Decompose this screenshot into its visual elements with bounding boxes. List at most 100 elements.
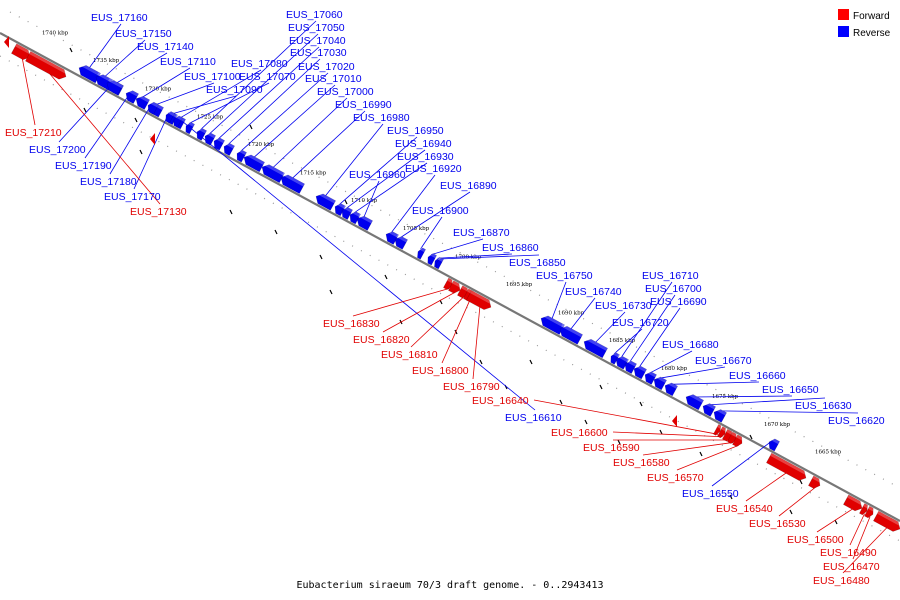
gene-leader-line <box>441 299 471 364</box>
gene-label: EUS_16500 <box>787 534 844 546</box>
gene-highlight <box>149 100 159 108</box>
tick-dash <box>229 209 233 215</box>
gene-highlight <box>127 88 139 97</box>
gene-label: EUS_16740 <box>565 286 622 298</box>
gene-feature <box>717 426 728 439</box>
gene-arrow <box>280 174 305 194</box>
gene-feature <box>808 475 823 489</box>
gene-feature <box>644 369 657 385</box>
gene-feature <box>185 121 195 135</box>
tick-dash <box>617 439 621 445</box>
gene-feature <box>540 313 565 335</box>
gene-label: EUS_17000 <box>317 86 374 98</box>
gene-leader-line <box>669 381 760 385</box>
gene-feature <box>341 205 353 220</box>
gene-arrow <box>717 426 726 439</box>
gene-leader-line <box>240 72 329 152</box>
gene-highlight <box>263 162 285 176</box>
gene-label: EUS_16830 <box>323 318 380 330</box>
gene-label: EUS_16870 <box>453 227 510 239</box>
gene-leader-line <box>133 112 170 190</box>
gene-leader-line <box>382 291 456 333</box>
gene-leader-line <box>324 123 384 198</box>
gene-arrow <box>417 247 426 260</box>
gene-feature <box>633 363 647 380</box>
gene-label: EUS_16620 <box>828 415 885 427</box>
gene-arrow <box>685 394 704 411</box>
gene-highlight <box>225 141 235 149</box>
gene-highlight <box>635 363 647 372</box>
gene-leader-line <box>676 445 739 471</box>
gene-label: EUS_16940 <box>395 138 452 150</box>
forward-strand-guide <box>0 55 900 542</box>
gene-feature <box>583 336 608 359</box>
gene-leader-line <box>638 307 681 368</box>
gene-arrow <box>664 382 678 397</box>
gene-arrow <box>653 376 667 391</box>
gene-highlight <box>704 401 716 410</box>
gene-feature <box>196 126 207 141</box>
gene-arrow <box>394 236 408 250</box>
gene-leader-line <box>109 103 153 175</box>
gene-leader-line <box>569 297 596 331</box>
gene-feature <box>106 78 123 96</box>
gene-arrow <box>334 203 346 217</box>
gene-label: EUS_17190 <box>55 160 112 172</box>
gene-highlight <box>770 437 780 445</box>
gene-feature <box>356 213 373 231</box>
gene-arrow <box>727 431 737 444</box>
gene-arrow <box>713 424 722 436</box>
gene-leader-line <box>399 191 471 239</box>
gene-arrow <box>106 80 123 96</box>
gene-feature <box>11 43 33 60</box>
gene-feature <box>173 114 183 128</box>
gene-feature <box>261 162 285 184</box>
tick-dash <box>729 494 733 500</box>
gene-leader-line <box>141 67 191 99</box>
gene-arrow <box>315 193 336 211</box>
gene-leader-line <box>352 288 450 317</box>
gene-arrow <box>583 338 608 359</box>
gene-arrow <box>341 207 353 220</box>
gene-leader-line <box>271 97 348 169</box>
gene-arrow <box>540 315 565 335</box>
gene-leader-line <box>816 507 855 533</box>
gene-arrow <box>385 231 399 245</box>
gene-leader-line <box>649 350 693 374</box>
tick-dash <box>529 359 533 365</box>
gene-highlight <box>863 503 870 509</box>
gene-highlight <box>770 453 809 476</box>
gene-leader-line <box>658 366 726 379</box>
kbp-tick-label: 1720 kbp <box>248 142 275 148</box>
gene-label: EUS_17210 <box>5 127 62 139</box>
gene-leader-line <box>154 82 215 106</box>
gene-label: EUS_16750 <box>536 270 593 282</box>
gene-arrow <box>559 325 583 345</box>
gene-label: EUS_16790 <box>443 381 500 393</box>
gene-arrow <box>185 122 195 135</box>
gene-highlight <box>847 494 865 507</box>
gene-feature <box>280 172 305 194</box>
kbp-tick-label: 1670 kbp <box>764 422 791 428</box>
gene-highlight <box>396 234 408 243</box>
genome-axis <box>0 32 900 522</box>
legend-reverse-label: Reverse <box>853 28 891 39</box>
tick-dash <box>699 451 703 457</box>
gene-leader-line <box>345 149 426 209</box>
gene-leader-line <box>472 305 481 380</box>
gene-leader-line <box>217 46 320 140</box>
gene-leader-line <box>849 513 865 546</box>
gene-feature <box>25 51 69 80</box>
gene-arrow <box>11 43 31 60</box>
gene-highlight <box>585 336 608 351</box>
gene-highlight <box>206 131 216 139</box>
gene-feature <box>843 494 865 512</box>
gene-label: EUS_17150 <box>115 28 172 40</box>
gene-label: EUS_16850 <box>509 257 566 269</box>
gene-highlight <box>387 229 399 238</box>
gene-arrow <box>808 475 821 489</box>
gene-label: EUS_16610 <box>505 412 562 424</box>
gene-feature <box>125 88 139 104</box>
gene-highlight <box>438 257 444 262</box>
gene-highlight <box>646 369 657 378</box>
